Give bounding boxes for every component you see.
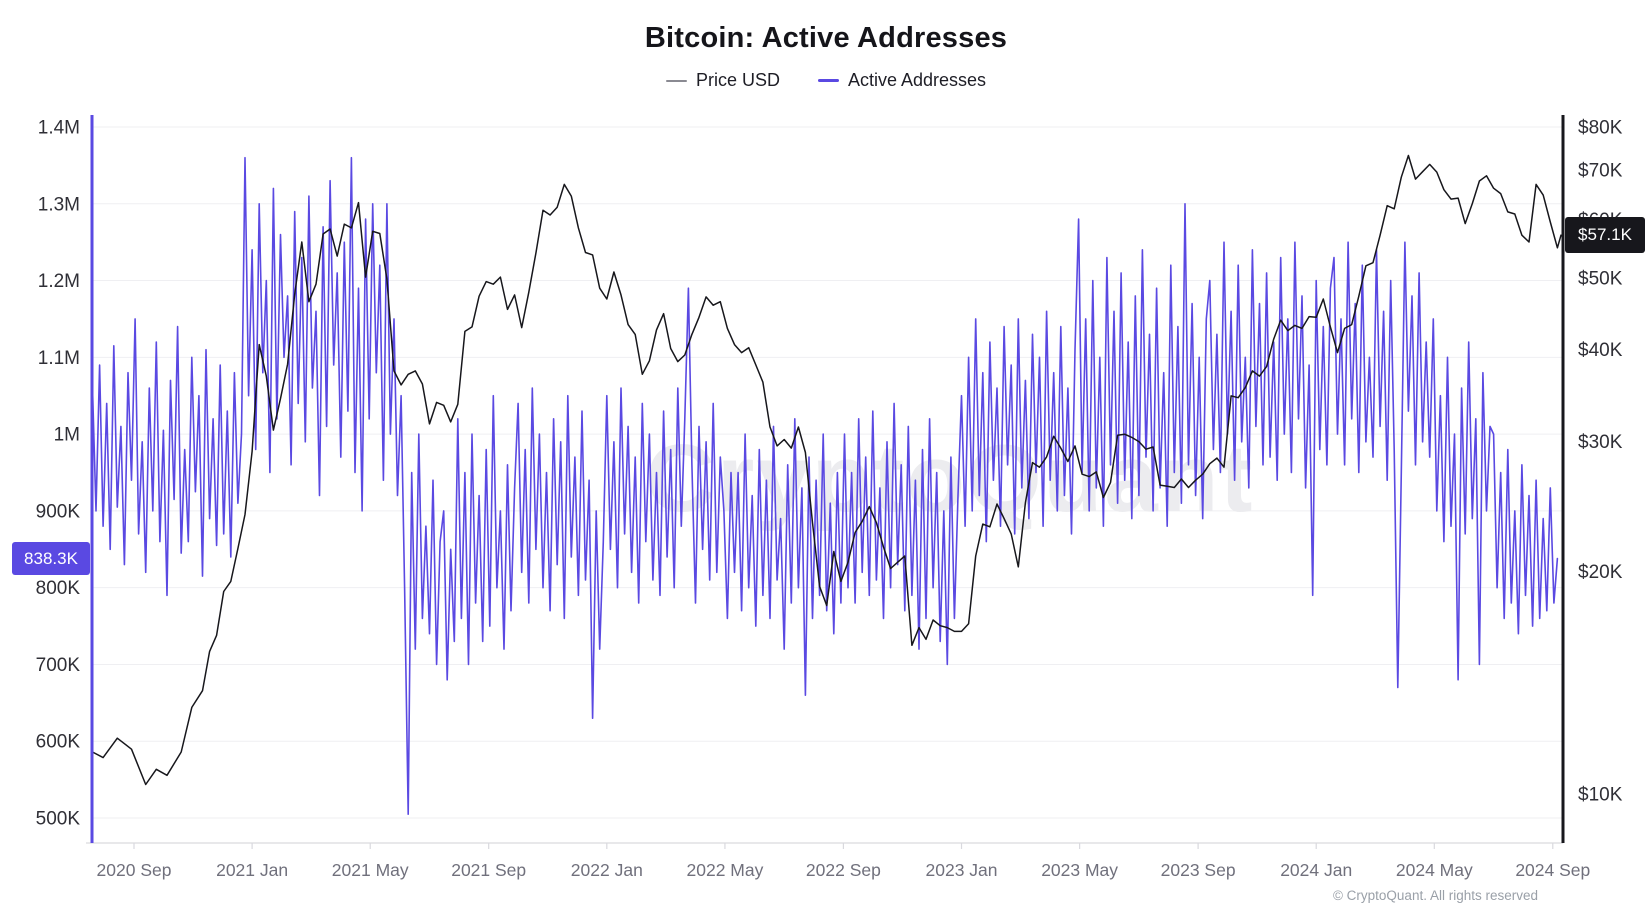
x-tick-label: 2022 Sep [806, 860, 881, 880]
left-axis-tick-label: 500K [36, 809, 81, 830]
chart-legend: Price USD Active Addresses [0, 70, 1652, 91]
x-tick-label: 2021 Sep [451, 860, 526, 880]
x-tick-label: 2024 May [1396, 860, 1473, 880]
price-last-value-badge: $57.1K [1565, 217, 1645, 253]
x-tick-label: 2022 May [687, 860, 764, 880]
x-tick-label: 2023 Sep [1161, 860, 1236, 880]
legend-item-price-usd[interactable]: Price USD [665, 70, 780, 91]
x-tick-label: 2022 Jan [571, 860, 643, 880]
x-tick-label: 2021 Jan [216, 860, 288, 880]
x-tick-label: 2021 May [332, 860, 409, 880]
x-tick-label: 2024 Jan [1280, 860, 1352, 880]
legend-label-active-addresses: Active Addresses [847, 70, 987, 90]
right-axis-tick-label: $30K [1578, 432, 1623, 453]
active-addresses-last-value-badge: 838.3K [12, 542, 90, 575]
left-axis-tick-label: 1.2M [38, 271, 80, 292]
legend-label-price-usd: Price USD [695, 70, 780, 90]
right-axis-tick-label: $70K [1578, 160, 1623, 181]
right-axis-tick-label: $10K [1578, 785, 1623, 806]
x-tick-label: 2023 Jan [926, 860, 998, 880]
price-line-swatch [665, 79, 687, 82]
price-usd-line [92, 154, 1562, 786]
copyright-notice: © CryptoQuant. All rights reserved [1332, 888, 1538, 903]
left-axis-tick-label: 1.3M [38, 194, 80, 215]
x-tick-label: 2023 May [1041, 860, 1118, 880]
right-axis-tick-label: $80K [1578, 118, 1623, 139]
x-tick-label: 2024 Sep [1515, 860, 1590, 880]
right-axis-tick-label: $20K [1578, 562, 1623, 583]
left-axis-tick-label: 1M [54, 425, 80, 446]
x-tick-label: 2020 Sep [97, 860, 172, 880]
left-axis-tick-label: 700K [36, 655, 81, 676]
active-addresses-line-swatch [817, 79, 839, 82]
right-axis-tick-label: $40K [1578, 340, 1623, 361]
left-axis-tick-label: 1.1M [38, 348, 80, 369]
left-axis-tick-label: 800K [36, 578, 81, 599]
left-axis-tick-label: 600K [36, 732, 81, 753]
chart-title: Bitcoin: Active Addresses [644, 22, 1008, 54]
legend-item-active-addresses[interactable]: Active Addresses [817, 70, 987, 91]
left-axis-tick-label: 1.4M [38, 118, 80, 139]
left-axis-tick-label: 900K [36, 501, 81, 522]
active-addresses-line [92, 156, 1559, 815]
right-axis-tick-label: $50K [1578, 268, 1623, 289]
